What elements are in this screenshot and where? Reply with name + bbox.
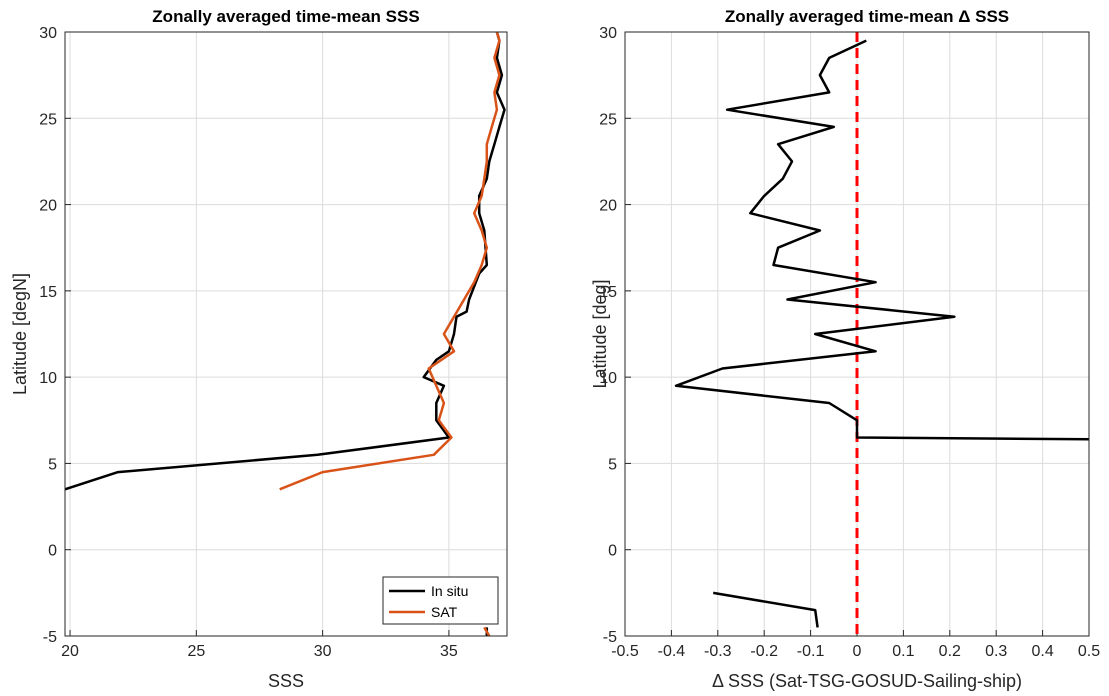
right-y-tick-label: 30 [599, 25, 617, 42]
right-y-tick-label: -5 [603, 629, 617, 646]
left-y-tick-label: -5 [43, 629, 57, 646]
right-x-tick-label: -0.3 [704, 643, 732, 660]
right-x-tick-labels: -0.5 -0.4 -0.3 -0.2 -0.1 0 0.1 0.2 0.3 0.4 0.5 [611, 643, 1100, 660]
left-y-tick-labels: -5 0 5 10 15 20 25 30 [39, 25, 57, 646]
left-y-tick-label: 0 [48, 543, 57, 560]
right-chart-title: Zonally averaged time-mean Δ SSS [725, 7, 1009, 26]
right-y-tick-label: 0 [608, 543, 617, 560]
right-series-lines [674, 39, 1090, 628]
legend-box [382, 576, 499, 625]
left-chart-panel: 20 25 30 35 -5 0 5 10 15 20 25 30 Zonally averaged… [10, 7, 508, 691]
left-series-sat-line [279, 31, 501, 491]
legend: In situ SAT [382, 576, 499, 625]
left-gridlines [65, 31, 507, 637]
right-y-tick-label: 20 [599, 198, 617, 215]
left-x-tick-label: 30 [314, 643, 332, 660]
left-x-tick-labels: 20 25 30 35 [61, 643, 458, 660]
right-x-tick-label: -0.1 [797, 643, 825, 660]
right-chart-panel: -0.5 -0.4 -0.3 -0.2 -0.1 0 0.1 0.2 0.3 0.4 0.5 -5 0… [590, 7, 1100, 691]
left-y-tick-label: 20 [39, 198, 57, 215]
legend-label-in-situ: In situ [431, 583, 468, 599]
left-series-sat-line [483, 626, 491, 637]
right-x-tick-label: 0.3 [985, 643, 1007, 660]
right-x-tick-label: 0.5 [1078, 643, 1100, 660]
left-plot-frame [64, 31, 508, 637]
right-x-tick-label: 0.2 [939, 643, 961, 660]
left-y-axis-label: Latitude [degN] [10, 273, 30, 395]
right-x-axis-label: Δ SSS (Sat-TSG-GOSUD-Sailing-ship) [712, 671, 1022, 691]
left-series-lines [64, 31, 506, 637]
right-y-tick-labels: -5 0 5 10 15 20 25 30 [599, 25, 617, 646]
left-y-tick-label: 5 [48, 456, 57, 473]
right-series-0-line [674, 39, 1090, 441]
left-y-tick-label: 15 [39, 284, 57, 301]
right-series-0-line [712, 591, 819, 628]
left-chart-title: Zonally averaged time-mean SSS [152, 7, 419, 26]
right-y-tick-label: 25 [599, 111, 617, 128]
right-x-tick-label: 0.4 [1031, 643, 1053, 660]
right-y-tick-label: 10 [599, 370, 617, 387]
left-x-tick-label: 20 [61, 643, 79, 660]
right-y-tick-label: 5 [608, 456, 617, 473]
right-x-tick-label: -0.4 [658, 643, 686, 660]
right-x-tick-label: -0.2 [750, 643, 778, 660]
left-y-tick-label: 30 [39, 25, 57, 42]
right-x-tick-label: -0.5 [611, 643, 639, 660]
right-y-tick-label: 15 [599, 284, 617, 301]
legend-label-sat: SAT [431, 604, 458, 620]
right-plot-frame [624, 31, 1090, 637]
left-y-tick-label: 10 [39, 370, 57, 387]
left-x-axis-label: SSS [268, 671, 304, 691]
left-x-tick-label: 35 [440, 643, 458, 660]
right-y-axis-label: Latitude [deg] [590, 279, 610, 388]
left-y-tick-label: 25 [39, 111, 57, 128]
right-x-tick-label: 0.1 [892, 643, 914, 660]
left-x-tick-label: 25 [187, 643, 205, 660]
right-x-tick-label: 0 [853, 643, 862, 660]
